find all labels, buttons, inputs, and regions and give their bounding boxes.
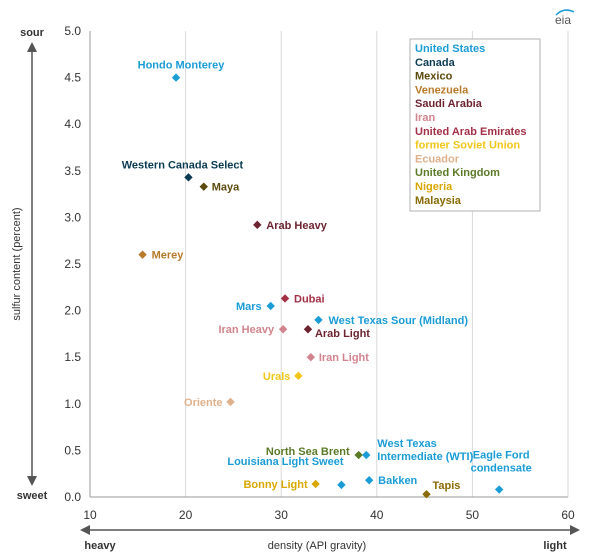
data-point-label: Maya [212,182,240,194]
x-tick-label: 30 [275,508,289,522]
y-axis-title: sulfur content (percent) [11,207,23,320]
y-axis-high-word: sour [20,27,45,39]
x-axis-high-word: light [543,540,567,552]
y-tick-label: 3.5 [64,164,81,178]
x-direction-arrow-left-head [80,525,90,535]
legend-item: Saudi Arabia [415,98,483,110]
y-tick-label: 5.0 [64,24,81,38]
legend-item: Nigeria [415,181,453,193]
y-tick-label: 4.5 [64,71,81,85]
data-point-label: Hondo Monterey [138,60,226,72]
legend-item: Canada [415,57,456,69]
data-point-marker [226,397,235,407]
y-tick-label: 0.0 [64,490,81,504]
y-tick-label: 4.0 [64,117,81,131]
data-point-label: West Texas Sour (Midland) [328,315,468,327]
data-point-marker [294,371,303,381]
data-point-label: Iran Light [319,352,369,364]
x-tick-label: 10 [83,508,97,522]
legend-box [409,38,541,212]
data-point-label: Bonny Light [243,479,307,491]
data-point-marker [364,476,374,485]
x-tick-label: 40 [370,508,384,522]
data-point-marker [266,301,275,311]
x-axis-ticks: 10 20 30 40 50 60 [83,508,575,522]
data-point-label: Western Canada Select [122,159,244,171]
data-point-marker [362,450,371,460]
data-point-marker [314,315,323,325]
legend-item: former Soviet Union [415,140,520,152]
x-tick-label: 50 [466,508,480,522]
data-points: Hondo Monterey Western Canada Select Maya A… [122,60,532,499]
legend-item: Mexico [415,71,453,83]
eia-logo: eia [555,9,575,26]
legend-item: Ecuador [415,153,460,165]
legend-item: United Arab Emirates [415,126,526,138]
y-tick-label: 1.5 [64,350,81,364]
data-point-label: Arab Light [315,328,370,340]
data-point-marker [280,294,290,303]
data-point-marker [184,173,193,182]
data-point-label: Bakken [378,475,417,487]
legend-item: Malaysia [415,195,462,207]
data-point-marker [171,73,181,82]
x-axis-title: density (API gravity) [268,540,366,552]
y-direction-arrow-up-head [27,42,37,52]
data-point-label: Urals [263,371,291,383]
y-direction-arrow-down-head [27,476,37,486]
data-point-marker [253,220,262,230]
y-tick-label: 3.0 [64,210,81,224]
x-axis-low-word: heavy [84,540,116,552]
y-tick-label: 0.5 [64,443,81,457]
x-direction-arrow-right-head [570,525,580,535]
data-point-marker [494,485,504,494]
x-tick-label: 60 [561,508,575,522]
data-point-marker [278,325,288,334]
eia-logo-text: eia [555,13,571,26]
data-point-marker [303,325,313,334]
data-point-label: Mars [236,301,262,313]
y-axis-low-word: sweet [17,490,48,502]
y-tick-label: 1.0 [64,397,81,411]
data-point-label: Arab Heavy [266,220,327,232]
data-point-marker [306,353,316,362]
data-point-label: Dubai [294,293,325,305]
data-point-label: Eagle Ford condensate [471,450,532,475]
x-tick-label: 20 [179,508,193,522]
legend-item: United States [415,43,485,55]
data-point-marker [199,182,208,191]
legend-item: United Kingdom [415,167,500,179]
data-point-marker [354,450,363,460]
data-point-marker [138,250,147,259]
data-point-label: Iran Heavy [218,324,275,336]
data-point-marker [311,479,320,489]
data-point-marker [337,480,346,490]
y-tick-label: 2.0 [64,304,81,318]
data-point-marker [422,490,431,499]
data-point-label: West Texas Intermediate (WTI) [377,438,473,463]
y-tick-label: 2.5 [64,257,81,271]
data-point-label: North Sea Brent [266,446,350,458]
data-point-label: Tapis [433,480,461,492]
y-axis-ticks: 0.0 0.5 1.0 1.5 2.0 2.5 3.0 3.5 4.0 4.5 5.0 [64,24,81,504]
data-point-label: Louisiana Light Sweet [227,456,343,468]
legend-item: Venezuela [415,84,469,96]
data-point-label: Oriente [184,397,223,409]
data-point-label: Merey [152,250,185,262]
legend-item: Iran [415,112,435,124]
